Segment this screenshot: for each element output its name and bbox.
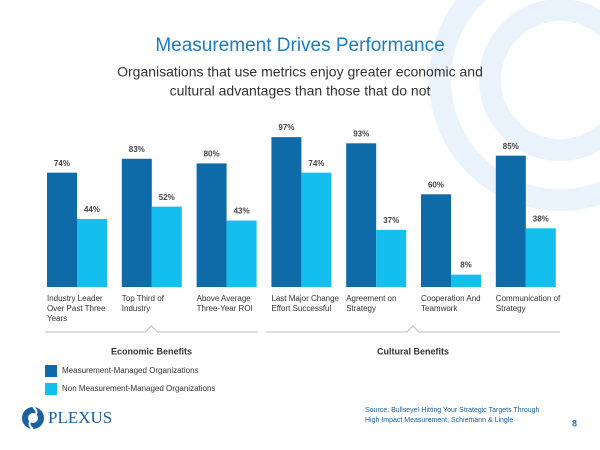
x-tick-label: Above Average Three-Year ROI [196, 294, 253, 313]
group-label: Cultural Benefits [377, 346, 449, 356]
subtitle: cultural advantages than those that do n… [170, 83, 431, 99]
bar [226, 220, 257, 287]
bar [271, 137, 302, 287]
x-tick-label: Last Major Change Effort Successful [271, 294, 339, 313]
value-label: 97% [278, 123, 294, 132]
x-tick-label: Communication of Strategy [495, 294, 561, 313]
bar [77, 219, 107, 287]
chart-title: Measurement Drives Performance [155, 35, 444, 56]
value-label: 85% [503, 142, 519, 151]
bar [525, 228, 556, 287]
value-label: 52% [159, 193, 175, 202]
value-label: 44% [84, 205, 100, 214]
value-label: 83% [129, 145, 145, 154]
group-label: Economic Benefits [111, 346, 192, 356]
x-tick-label: Industry Leader Over Past Three Years [47, 294, 106, 323]
value-label: 60% [428, 180, 444, 189]
logo: PLEXUS [48, 408, 112, 427]
x-tick-label: Top Third of Industry [121, 294, 164, 313]
value-label: 93% [353, 129, 369, 138]
legend-swatch [45, 365, 57, 377]
background-swirl [429, 0, 600, 211]
bar [301, 172, 332, 287]
bar [151, 206, 182, 287]
value-label: 37% [383, 216, 399, 225]
source: High Impact Measurement, Schiemann & Lin… [365, 417, 513, 424]
bar [346, 143, 377, 287]
legend-label: Measurement-Managed Organizations [62, 366, 199, 375]
x-tick-label: Agreement on Strategy [346, 294, 397, 313]
logo-icon [22, 406, 44, 430]
value-label: 74% [308, 159, 324, 168]
bar [196, 163, 227, 287]
group-bracket [266, 325, 560, 333]
legend-swatch [45, 383, 57, 395]
value-label: 74% [54, 159, 70, 168]
x-tick-label: Cooperation And Teamwork [421, 294, 481, 313]
legend-label: Non Measurement-Managed Organizations [62, 384, 215, 393]
bar [121, 158, 152, 287]
page-number: 8 [572, 418, 577, 428]
bar [376, 229, 407, 287]
source: Source: Bullseye! Hitting Your Strategic… [365, 407, 540, 414]
bar [47, 172, 77, 287]
group-bracket [45, 325, 258, 333]
bar [421, 194, 451, 287]
value-label: 8% [460, 261, 472, 270]
value-label: 43% [234, 207, 250, 216]
value-label: 38% [533, 214, 549, 223]
bar [495, 155, 526, 287]
subtitle: Organisations that use metrics enjoy gre… [117, 64, 483, 80]
value-label: 80% [204, 150, 220, 159]
bar [451, 274, 481, 287]
